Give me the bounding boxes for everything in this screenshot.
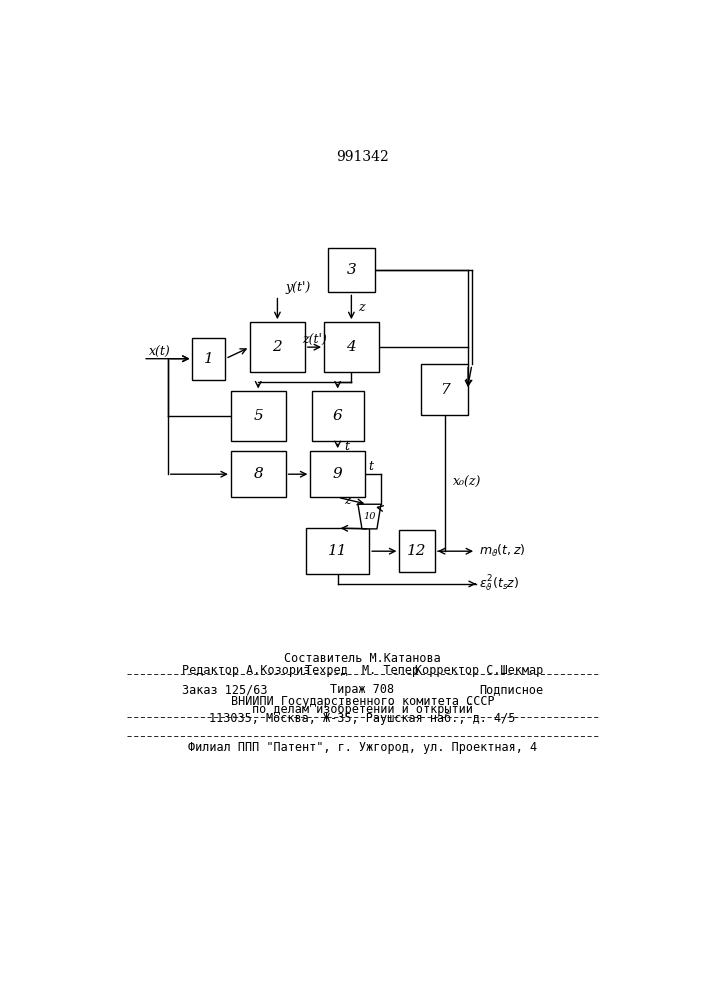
- Text: Редактор А.Козориз: Редактор А.Козориз: [182, 664, 310, 677]
- Text: Составитель М.Катанова: Составитель М.Катанова: [284, 652, 440, 666]
- Text: 113035, Москва, Ж-35, Раушская наб., д. 4/5: 113035, Москва, Ж-35, Раушская наб., д. …: [209, 712, 515, 725]
- Bar: [306, 528, 369, 574]
- Bar: [192, 338, 226, 380]
- Bar: [310, 451, 365, 497]
- Bar: [250, 322, 305, 372]
- Text: Тираж 708: Тираж 708: [330, 683, 395, 696]
- Text: t: t: [368, 460, 373, 473]
- Text: 3: 3: [346, 263, 356, 277]
- Text: Подписное: Подписное: [479, 683, 543, 696]
- Text: x₀(z): x₀(z): [452, 476, 481, 489]
- Text: z: z: [358, 301, 365, 314]
- Text: z: z: [344, 494, 351, 507]
- Text: 1: 1: [204, 352, 214, 366]
- Bar: [231, 451, 286, 497]
- Text: 10: 10: [363, 512, 375, 521]
- Bar: [399, 530, 435, 572]
- Bar: [312, 391, 363, 441]
- Text: Корректор С.Шекмар: Корректор С.Шекмар: [415, 664, 543, 677]
- Text: 2: 2: [272, 340, 282, 354]
- Text: 5: 5: [253, 409, 263, 423]
- Text: Заказ 125/63: Заказ 125/63: [182, 683, 267, 696]
- Bar: [421, 364, 468, 415]
- Text: z(t'): z(t'): [302, 333, 327, 346]
- Text: t: t: [345, 440, 350, 453]
- Text: $m_\vartheta(t,z)$: $m_\vartheta(t,z)$: [479, 543, 525, 559]
- Text: Техред  М. Тепер: Техред М. Тепер: [305, 664, 419, 677]
- Text: ВНИИПИ Государственного комитета СССР: ВНИИПИ Государственного комитета СССР: [230, 695, 494, 708]
- Text: x(t): x(t): [148, 346, 170, 359]
- Text: 11: 11: [328, 544, 347, 558]
- Text: 991342: 991342: [336, 150, 389, 164]
- Text: по делам изобретений и открытий: по делам изобретений и открытий: [252, 703, 473, 716]
- Bar: [328, 248, 375, 292]
- Bar: [231, 391, 286, 441]
- Text: 4: 4: [346, 340, 356, 354]
- Text: 12: 12: [407, 544, 427, 558]
- Text: 6: 6: [333, 409, 343, 423]
- Text: Филиал ППП "Патент", г. Ужгород, ул. Проектная, 4: Филиал ППП "Патент", г. Ужгород, ул. Про…: [188, 741, 537, 754]
- Text: 9: 9: [333, 467, 343, 481]
- Polygon shape: [358, 504, 381, 529]
- Text: y(t'): y(t'): [286, 281, 311, 294]
- Text: 8: 8: [253, 467, 263, 481]
- Text: 7: 7: [440, 382, 450, 396]
- Bar: [324, 322, 379, 372]
- Text: $\varepsilon_\vartheta^2(t_s z)$: $\varepsilon_\vartheta^2(t_s z)$: [479, 574, 519, 594]
